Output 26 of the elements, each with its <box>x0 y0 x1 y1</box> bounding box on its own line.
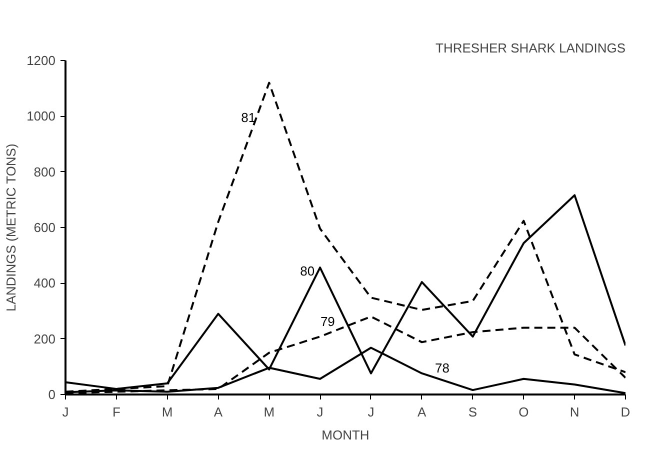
series-label: 78 <box>434 360 450 376</box>
x-tick-label: J <box>316 404 324 420</box>
x-tick-label: M <box>162 404 173 420</box>
y-tick-label: 800 <box>34 164 56 180</box>
x-tick-label: A <box>418 404 427 420</box>
x-tick-label: A <box>214 404 223 420</box>
x-tick-label: N <box>570 404 580 420</box>
x-tick-label: J <box>62 404 69 420</box>
y-tick-label: 600 <box>34 220 56 235</box>
y-tick-label: 1200 <box>26 53 56 68</box>
x-tick-label: F <box>112 404 120 420</box>
x-axis-title: MONTH <box>322 428 370 442</box>
y-tick-label: 0 <box>48 387 56 402</box>
x-tick-label: S <box>468 404 478 420</box>
series-label: 81 <box>241 110 256 126</box>
chart-title: THRESHER SHARK LANDINGS <box>436 40 626 56</box>
x-tick-label: J <box>368 404 374 420</box>
y-tick-label: 400 <box>34 276 56 291</box>
x-tick-label: O <box>518 404 529 420</box>
y-tick-label: 200 <box>34 331 56 346</box>
series-label: 80 <box>300 264 315 279</box>
x-tick-label: D <box>620 404 630 420</box>
series-label: 79 <box>320 314 335 330</box>
x-tick-label: M <box>264 404 275 420</box>
y-tick-label: 1000 <box>26 108 56 124</box>
y-axis-title: LANDINGS (METRIC TONS) <box>4 144 19 312</box>
